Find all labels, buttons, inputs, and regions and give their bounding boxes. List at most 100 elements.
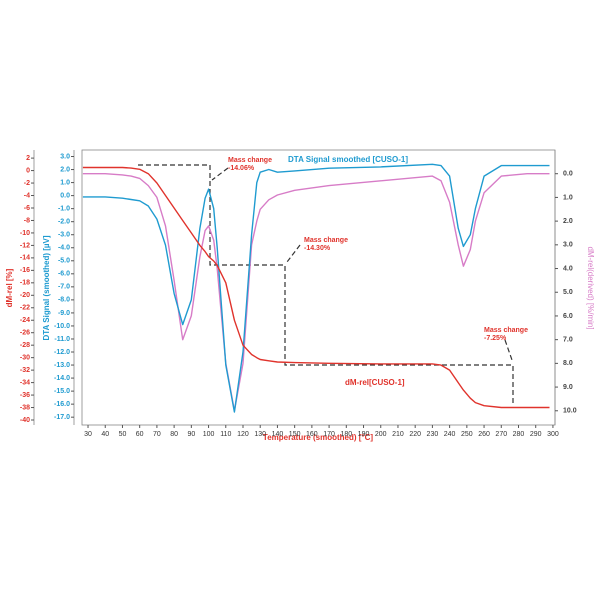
x-tick-label: 100 — [203, 431, 215, 438]
x-tick-label: 270 — [495, 431, 507, 438]
y-tick-label: -24 — [20, 317, 30, 324]
annotation: Mass change — [484, 327, 528, 334]
annotation: -7.25% — [484, 335, 507, 342]
x-tick-label: 50 — [119, 431, 127, 438]
x-tick-label: 160 — [306, 431, 318, 438]
annotation-pointers — [211, 167, 513, 361]
x-tick-label: 90 — [187, 431, 195, 438]
y-tick-label: -8 — [24, 217, 30, 224]
y-tick-label: -14 — [20, 255, 30, 262]
y-tick-label: -20 — [20, 292, 30, 299]
y-tick-label: -15.0 — [54, 388, 70, 395]
y-tick-label: 6.0 — [563, 313, 573, 320]
y-tick-label: -3.0 — [58, 232, 70, 239]
y-tick-label: 1.0 — [60, 179, 70, 186]
x-tick-label: 230 — [427, 431, 439, 438]
x-tick-label: 300 — [547, 431, 559, 438]
y-tick-label: 0 — [26, 167, 30, 174]
series-line — [82, 173, 550, 412]
x-tick-label: 80 — [170, 431, 178, 438]
x-tick-label: 220 — [409, 431, 421, 438]
x-tick-label: 280 — [513, 431, 525, 438]
y-tick-label: 3.0 — [60, 153, 70, 160]
annotation: Mass change — [304, 237, 348, 244]
y-tick-label: -6 — [24, 205, 30, 212]
y-axis-title: dM-rel [%] — [5, 268, 14, 307]
x-tick-label: 250 — [461, 431, 473, 438]
y3-axis-title: dM-rel(derived) [%/min] — [586, 246, 595, 329]
y-tick-label: -4.0 — [58, 245, 70, 252]
y-tick-label: -12 — [20, 242, 30, 249]
y-tick-label: -7.0 — [58, 284, 70, 291]
y-tick-label: -9.0 — [58, 310, 70, 317]
y-tick-label: -5.0 — [58, 258, 70, 265]
y-tick-label: 10.0 — [563, 408, 577, 415]
y-tick-label: 7.0 — [563, 336, 573, 343]
y-tick-label: 0.0 — [60, 192, 70, 199]
y-tick-label: -2 — [24, 180, 30, 187]
x-tick-label: 240 — [444, 431, 456, 438]
x-tick-label: 210 — [392, 431, 404, 438]
y2-axis-title: DTA Signal (smoothed) [µV] — [42, 235, 51, 340]
y-tick-label: 5.0 — [563, 289, 573, 296]
x-tick-label: 30 — [84, 431, 92, 438]
y-tick-label: -12.0 — [54, 349, 70, 356]
y-tick-label: 1.0 — [563, 194, 573, 201]
x-tick-label: 180 — [340, 431, 352, 438]
y-tick-label: -18 — [20, 280, 30, 287]
y-tick-label: -34 — [20, 379, 30, 386]
y-tick-label: 9.0 — [563, 384, 573, 391]
y-tick-label: -16 — [20, 267, 30, 274]
y-tick-label: 0.0 — [563, 171, 573, 178]
annotation: -14.30% — [304, 245, 331, 252]
x-tick-label: 110 — [220, 431, 231, 438]
x-tick-label: 190 — [358, 431, 370, 438]
x-tick-label: 260 — [478, 431, 490, 438]
y-tick-label: -8.0 — [58, 297, 70, 304]
x-tick-label: 60 — [136, 431, 144, 438]
annotation: Mass change — [228, 157, 272, 164]
x-axis-title: Temperature (smoothed) [°C] — [263, 433, 374, 442]
x-tick-label: 70 — [153, 431, 161, 438]
y-tick-label: -30 — [20, 354, 30, 361]
series-line — [82, 163, 550, 413]
x-tick-label: 130 — [254, 431, 266, 438]
x-tick-label: 140 — [272, 431, 284, 438]
y-tick-label: -13.0 — [54, 362, 70, 369]
y-tick-label: -22 — [20, 305, 30, 312]
y-tick-label: -16.0 — [54, 401, 70, 408]
annotation: -14.06% — [228, 165, 255, 172]
y-tick-label: -40 — [20, 417, 30, 424]
series-label: DTA Signal smoothed [CUSO-1] — [288, 155, 408, 164]
y-tick-label: -38 — [20, 404, 30, 411]
y-tick-label: -2.0 — [58, 219, 70, 226]
y-tick-label: -10 — [20, 230, 30, 237]
y-tick-label: 4.0 — [563, 265, 573, 272]
y-tick-label: 2.0 — [60, 166, 70, 173]
y-tick-label: -1.0 — [58, 205, 70, 212]
x-tick-label: 40 — [101, 431, 109, 438]
mass-change-guides — [138, 164, 514, 405]
y-tick-label: -11.0 — [54, 336, 70, 343]
y-tick-label: -26 — [20, 330, 30, 337]
x-tick-label: 120 — [237, 431, 249, 438]
y-tick-label: -14.0 — [54, 375, 70, 382]
y-tick-label: 2.0 — [563, 218, 573, 225]
x-tick-label: 200 — [375, 431, 387, 438]
x-tick-label: 290 — [530, 431, 542, 438]
series-label: dM-rel[CUSO-1] — [345, 378, 405, 387]
y-tick-label: 3.0 — [563, 242, 573, 249]
y-tick-label: -4 — [24, 192, 30, 199]
y-tick-label: -28 — [20, 342, 30, 349]
y-tick-label: 2 — [26, 155, 30, 162]
x-tick-label: 170 — [323, 431, 335, 438]
y-tick-label: -10.0 — [54, 323, 70, 330]
series-line — [82, 166, 550, 409]
y-tick-label: -17.0 — [54, 414, 70, 421]
y-tick-label: 8.0 — [563, 360, 573, 367]
y-tick-label: -32 — [20, 367, 30, 374]
y-tick-label: -36 — [20, 392, 30, 399]
x-tick-label: 150 — [289, 431, 301, 438]
